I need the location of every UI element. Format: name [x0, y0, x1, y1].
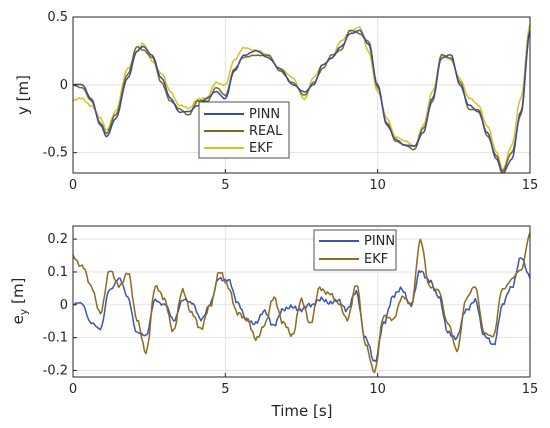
- y-tick-label-top-0: -0.5: [43, 146, 68, 161]
- legend-label-pinn-top: PINN: [249, 107, 280, 122]
- x-axis-label-bottom: Time [s]: [271, 402, 333, 420]
- y-tick-label-bottom-3: 0.1: [47, 265, 68, 280]
- chart-panel-bottom: 0 5 10 15 -0.2 -0.1 0 0.1 0.2 ey [m] Time [s] PI…: [9, 225, 539, 420]
- legend-label-pinn-bottom: PINN: [364, 234, 395, 249]
- x-tick-label-top-2: 10: [369, 178, 386, 193]
- y-tick-label-bottom-0: -0.2: [43, 363, 68, 378]
- legend-label-ekf-bottom: EKF: [364, 252, 388, 267]
- x-tick-label-bottom-3: 15: [522, 382, 539, 397]
- x-tick-label-top-3: 15: [522, 178, 539, 193]
- series-line-pinn-bottom: [72, 257, 531, 363]
- y-axis-label-bottom: ey [m]: [9, 278, 30, 325]
- ticks-top: 0 5 10 15 -0.5 0 0.5: [43, 10, 539, 193]
- x-tick-label-bottom-1: 5: [221, 382, 229, 397]
- y-axis-label-unit: [m]: [9, 278, 27, 309]
- series-top: [72, 23, 531, 174]
- y-tick-label-top-2: 0.5: [47, 10, 68, 25]
- legend-label-ekf-top: EKF: [249, 141, 273, 156]
- x-tick-label-top-1: 5: [221, 178, 229, 193]
- x-tick-label-top-0: 0: [69, 178, 77, 193]
- y-tick-label-bottom-1: -0.1: [43, 331, 68, 346]
- legend-top: PINN REAL EKF: [198, 101, 290, 159]
- legend-label-real-top: REAL: [249, 124, 283, 139]
- x-tick-label-bottom-2: 10: [369, 382, 386, 397]
- axes-frame-bottom: [72, 225, 531, 378]
- series-bottom: [72, 232, 531, 374]
- y-tick-label-bottom-4: 0.2: [47, 232, 68, 247]
- axes-frame-top: [72, 16, 531, 174]
- y-axis-label-top: y [m]: [14, 75, 32, 115]
- series-line-pinn-top: [72, 29, 531, 174]
- y-axis-label-subscript: y: [17, 308, 30, 315]
- y-tick-label-top-1: 0: [60, 78, 68, 93]
- chart-panel-top: 0 5 10 15 -0.5 0 0.5 y [m] PINN REAL EKF: [14, 10, 538, 193]
- ticks-bottom: 0 5 10 15 -0.2 -0.1 0 0.1 0.2: [43, 232, 539, 397]
- y-tick-label-bottom-2: 0: [60, 298, 68, 313]
- legend-bottom: PINN EKF: [313, 229, 397, 271]
- legend-box-bottom: [313, 229, 397, 271]
- plot-area-bottom: [73, 226, 530, 377]
- x-tick-label-bottom-0: 0: [69, 382, 77, 397]
- y-axis-label-main: e: [9, 315, 27, 324]
- series-line-ekf-bottom: [72, 232, 531, 374]
